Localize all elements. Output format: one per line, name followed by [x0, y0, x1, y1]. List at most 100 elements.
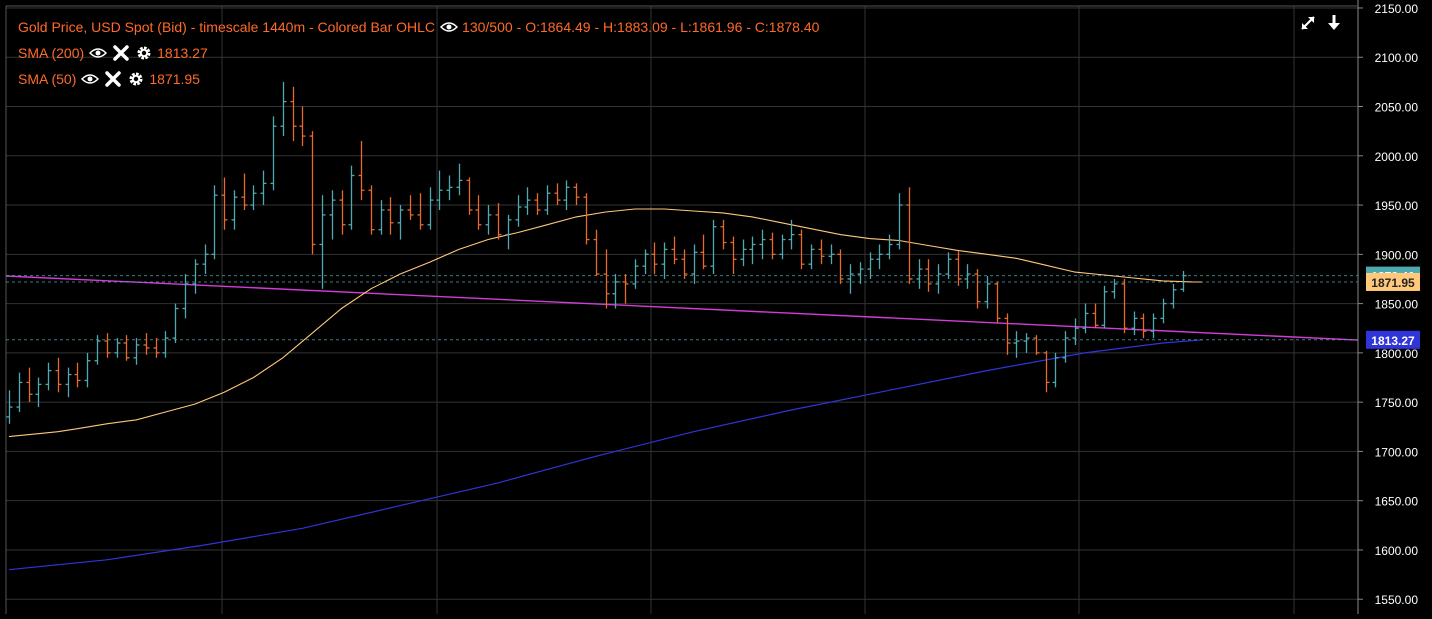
ohlc-bar [857, 262, 864, 284]
gear-icon[interactable] [127, 70, 145, 88]
ohlc-bar [123, 335, 130, 361]
ohlc-bar [1131, 311, 1138, 336]
sma50-value-tag: 1871.95 [1371, 276, 1415, 290]
ohlc-bar [143, 333, 150, 355]
close-icon[interactable] [104, 70, 122, 88]
ohlc-bar [378, 200, 385, 235]
ohlc-bar [593, 229, 600, 277]
ohlc-bar [945, 252, 952, 279]
ohlc-bar [1004, 313, 1011, 355]
sma200-value-tag-bg [1366, 330, 1420, 349]
ohlc-bar [837, 249, 844, 284]
sma50-label: SMA (50) [18, 71, 77, 87]
ohlc-bar [397, 205, 404, 240]
expand-icon[interactable] [1299, 14, 1317, 32]
ohlc-bar [984, 276, 991, 309]
sma50-line [8, 208, 1203, 438]
legend-main-row: Gold Price, USD Spot (Bid) - timescale 1… [18, 14, 823, 40]
ohlc-bar [867, 252, 874, 279]
ohlc-bar [339, 190, 346, 235]
ohlc-bar [65, 367, 72, 398]
ohlc-bar [955, 251, 962, 286]
ohlc-bar [583, 193, 590, 245]
ohlc-bar [202, 244, 209, 275]
ohlc-bar [290, 86, 297, 142]
eye-icon[interactable] [440, 18, 459, 36]
ohlc-bar [1082, 303, 1089, 334]
ohlc-bar [16, 372, 23, 412]
ohlc-bar [505, 214, 512, 250]
sma200-line [8, 339, 1203, 571]
ohlc-bar [1023, 333, 1030, 353]
ohlc-bar [1033, 335, 1040, 355]
close-icon[interactable] [112, 44, 130, 62]
eye-icon[interactable] [89, 44, 108, 62]
ohlc-bar [828, 244, 835, 265]
ohlc-bar [6, 390, 13, 424]
ohlc-bar [94, 335, 101, 365]
ohlc-bar [603, 249, 610, 309]
ohlc-bar [231, 190, 238, 230]
y-axis-tick-label: 2100.00 [1375, 51, 1419, 65]
ohlc-bar [1170, 283, 1177, 309]
ohlc-bar [730, 236, 737, 275]
ohlc-bar [74, 362, 81, 388]
ohlc-bar [740, 239, 747, 267]
y-axis-tick-label: 1650.00 [1375, 495, 1419, 509]
ohlc-bar [1072, 318, 1079, 345]
ohlc-bar [1013, 331, 1020, 358]
ohlc-bar [407, 195, 414, 220]
y-axis-tick-label: 1900.00 [1375, 248, 1419, 262]
ohlc-bar [172, 303, 179, 344]
ohlc-bar [387, 197, 394, 235]
ohlc-bar [964, 264, 971, 289]
ohlc-bar [563, 180, 570, 210]
ohlc-bar [427, 187, 434, 230]
ohlc-bar [299, 106, 306, 146]
download-icon[interactable] [1325, 14, 1343, 32]
sma50-value: 1871.95 [149, 71, 200, 87]
ohlc-bar [994, 281, 1001, 324]
ohlc-bar [916, 259, 923, 289]
ohlc-bar [720, 219, 727, 250]
ohlc-bar [45, 362, 52, 391]
ohlc-bar [446, 175, 453, 201]
bar-range: 130/500 [462, 19, 513, 35]
ohlc-bar [153, 338, 160, 358]
ohlc-bar [319, 195, 326, 289]
ohlc-bar [485, 205, 492, 235]
ohlc-bar [554, 183, 561, 206]
ohlc-bar [104, 333, 111, 358]
ohlc-bar [1043, 350, 1050, 393]
eye-icon[interactable] [81, 70, 100, 88]
ohlc-bar [700, 234, 707, 270]
ohlc-bar [749, 236, 756, 265]
ohlc-bar [925, 259, 932, 292]
ohlc-bar [84, 352, 91, 388]
ohlc-bar [524, 187, 531, 215]
series-title: Gold Price, USD Spot (Bid) - timescale 1… [18, 19, 436, 35]
ohlc-bar [1180, 270, 1187, 292]
y-axis-tick-label: 2000.00 [1375, 150, 1419, 164]
sma200-label: SMA (200) [18, 45, 85, 61]
ohlc-bar [270, 116, 277, 191]
ohlc-bar [466, 177, 473, 215]
ohlc-bar [642, 249, 649, 275]
ohlc-bar [798, 229, 805, 270]
ohlc-bar [1140, 313, 1147, 339]
ohlc-bar [1111, 278, 1118, 299]
ohlc-bar [935, 264, 942, 294]
ohlc-bar [681, 249, 688, 279]
ohlc-bar [280, 81, 287, 137]
gear-icon[interactable] [135, 44, 153, 62]
ohlc-bar [1092, 303, 1099, 329]
ohlc-bar [329, 190, 336, 240]
ohlc-bar [847, 264, 854, 294]
ohlc-bar [515, 195, 522, 227]
ohlc-bar [1121, 278, 1128, 334]
ohlc-bar [1101, 285, 1108, 329]
legend-sma50-row: SMA (50) 1871.95 [18, 66, 823, 92]
y-axis-tick-label: 1600.00 [1375, 544, 1419, 558]
